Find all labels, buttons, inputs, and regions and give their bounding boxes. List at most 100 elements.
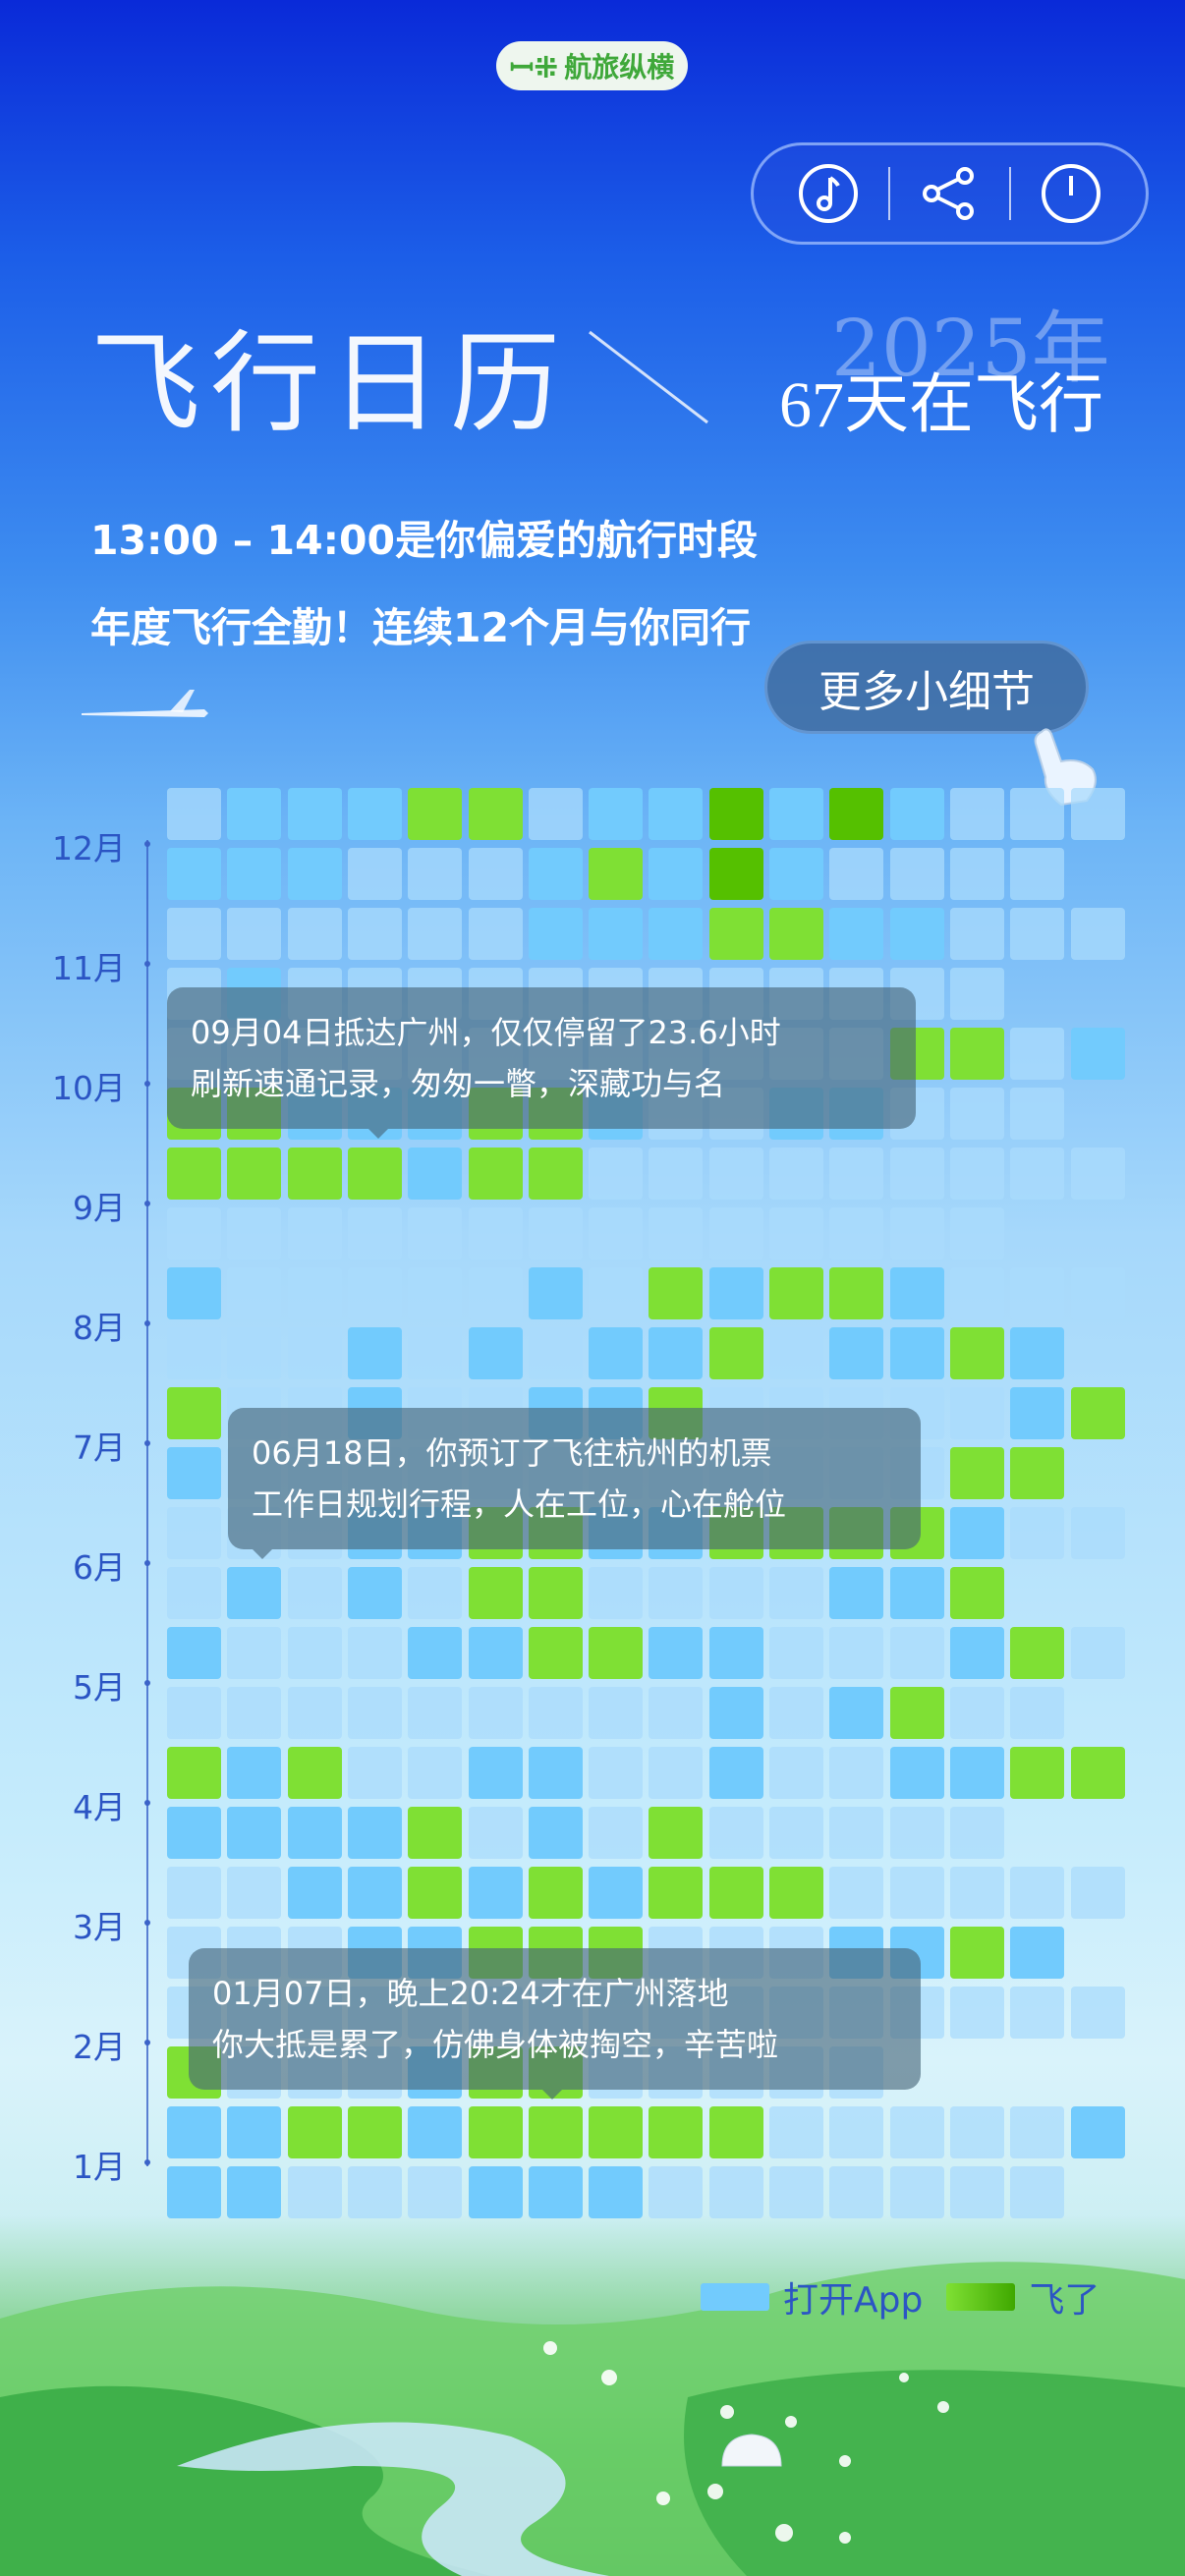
day-cell-flew[interactable] — [708, 1867, 763, 1919]
day-cell-none[interactable] — [889, 2166, 944, 2218]
day-cell-none[interactable] — [829, 1207, 884, 1260]
day-cell-opened-app[interactable] — [227, 788, 282, 840]
day-cell-opened-app[interactable] — [468, 1867, 523, 1919]
day-cell-none[interactable] — [408, 1207, 463, 1260]
day-cell-opened-app[interactable] — [889, 788, 944, 840]
day-cell-none[interactable] — [649, 1687, 704, 1739]
day-cell-none[interactable] — [769, 1807, 823, 1859]
day-cell-opened-app[interactable] — [589, 2166, 644, 2218]
day-cell-flew[interactable] — [408, 788, 463, 840]
day-cell-flew[interactable] — [408, 1807, 463, 1859]
day-cell-flew[interactable] — [589, 848, 644, 900]
day-cell-none[interactable] — [468, 848, 523, 900]
day-cell-opened-app[interactable] — [528, 2166, 583, 2218]
day-cell-flew[interactable] — [949, 1447, 1004, 1499]
day-cell-opened-app[interactable] — [589, 788, 644, 840]
day-cell-flew[interactable] — [528, 1867, 583, 1919]
day-cell-opened-app[interactable] — [829, 1687, 884, 1739]
day-cell-flew[interactable] — [1070, 1747, 1125, 1799]
day-cell-opened-app[interactable] — [829, 1567, 884, 1619]
day-cell-opened-app[interactable] — [347, 1567, 402, 1619]
day-cell-none[interactable] — [829, 2106, 884, 2158]
day-cell-none[interactable] — [227, 1867, 282, 1919]
day-cell-none[interactable] — [769, 1207, 823, 1260]
day-cell-none[interactable] — [769, 2106, 823, 2158]
day-cell-none[interactable] — [347, 2166, 402, 2218]
day-cell-opened-app[interactable] — [347, 788, 402, 840]
day-cell-none[interactable] — [468, 1687, 523, 1739]
day-cell-opened-app[interactable] — [227, 2106, 282, 2158]
day-cell-none[interactable] — [889, 1867, 944, 1919]
day-cell-none[interactable] — [708, 1148, 763, 1200]
day-cell-none[interactable] — [287, 1687, 342, 1739]
day-cell-none[interactable] — [708, 2166, 763, 2218]
day-cell-opened-app[interactable] — [167, 1267, 221, 1319]
day-cell-opened-app[interactable] — [408, 1627, 463, 1679]
day-cell-none[interactable] — [649, 1148, 704, 1200]
day-cell-none[interactable] — [287, 908, 342, 960]
day-cell-none[interactable] — [889, 1807, 944, 1859]
day-cell-none[interactable] — [829, 1747, 884, 1799]
day-cell-none[interactable] — [347, 1267, 402, 1319]
day-cell-none[interactable] — [408, 908, 463, 960]
day-cell-none[interactable] — [227, 1327, 282, 1379]
day-cell-opened-app[interactable] — [468, 2166, 523, 2218]
day-cell-flew-highlight[interactable] — [708, 848, 763, 900]
day-cell-none[interactable] — [949, 1867, 1004, 1919]
day-cell-opened-app[interactable] — [708, 1687, 763, 1739]
day-cell-flew[interactable] — [1010, 1627, 1065, 1679]
day-cell-none[interactable] — [769, 1687, 823, 1739]
day-cell-none[interactable] — [347, 1747, 402, 1799]
day-cell-flew[interactable] — [649, 1867, 704, 1919]
day-cell-none[interactable] — [889, 1148, 944, 1200]
day-cell-none[interactable] — [1010, 1507, 1065, 1559]
day-cell-none[interactable] — [589, 1807, 644, 1859]
day-cell-none[interactable] — [347, 908, 402, 960]
day-cell-opened-app[interactable] — [227, 1807, 282, 1859]
day-cell-none[interactable] — [949, 1207, 1004, 1260]
day-cell-opened-app[interactable] — [949, 1627, 1004, 1679]
day-cell-none[interactable] — [167, 788, 221, 840]
day-cell-none[interactable] — [949, 1088, 1004, 1140]
day-cell-flew[interactable] — [708, 1327, 763, 1379]
day-cell-opened-app[interactable] — [708, 1267, 763, 1319]
day-cell-none[interactable] — [708, 1567, 763, 1619]
day-cell-flew[interactable] — [769, 908, 823, 960]
day-cell-none[interactable] — [1010, 848, 1065, 900]
day-cell-opened-app[interactable] — [528, 1267, 583, 1319]
day-cell-opened-app[interactable] — [1010, 1387, 1065, 1439]
day-cell-none[interactable] — [408, 1567, 463, 1619]
day-cell-opened-app[interactable] — [528, 1747, 583, 1799]
day-cell-none[interactable] — [468, 1267, 523, 1319]
day-cell-none[interactable] — [649, 1207, 704, 1260]
day-cell-flew[interactable] — [408, 1867, 463, 1919]
day-cell-none[interactable] — [167, 1867, 221, 1919]
day-cell-none[interactable] — [528, 1327, 583, 1379]
day-cell-none[interactable] — [1010, 2106, 1065, 2158]
day-cell-flew-highlight[interactable] — [829, 788, 884, 840]
day-cell-none[interactable] — [1070, 908, 1125, 960]
day-cell-opened-app[interactable] — [227, 2166, 282, 2218]
day-cell-none[interactable] — [287, 1267, 342, 1319]
day-cell-none[interactable] — [949, 788, 1004, 840]
day-cell-opened-app[interactable] — [287, 848, 342, 900]
day-cell-none[interactable] — [769, 1148, 823, 1200]
day-cell-opened-app[interactable] — [227, 1567, 282, 1619]
day-cell-opened-app[interactable] — [889, 1747, 944, 1799]
day-cell-none[interactable] — [408, 1327, 463, 1379]
day-cell-none[interactable] — [1070, 788, 1125, 840]
day-cell-flew[interactable] — [829, 1267, 884, 1319]
day-cell-none[interactable] — [408, 1687, 463, 1739]
day-cell-flew[interactable] — [949, 1927, 1004, 1979]
day-cell-opened-app[interactable] — [829, 1327, 884, 1379]
day-cell-flew[interactable] — [167, 1747, 221, 1799]
day-cell-opened-app[interactable] — [649, 848, 704, 900]
day-cell-none[interactable] — [1010, 788, 1065, 840]
day-cell-opened-app[interactable] — [287, 1867, 342, 1919]
day-cell-none[interactable] — [468, 908, 523, 960]
day-cell-none[interactable] — [649, 1567, 704, 1619]
day-cell-opened-app[interactable] — [649, 788, 704, 840]
day-cell-flew[interactable] — [708, 2106, 763, 2158]
day-cell-none[interactable] — [287, 1327, 342, 1379]
day-cell-flew[interactable] — [649, 2106, 704, 2158]
